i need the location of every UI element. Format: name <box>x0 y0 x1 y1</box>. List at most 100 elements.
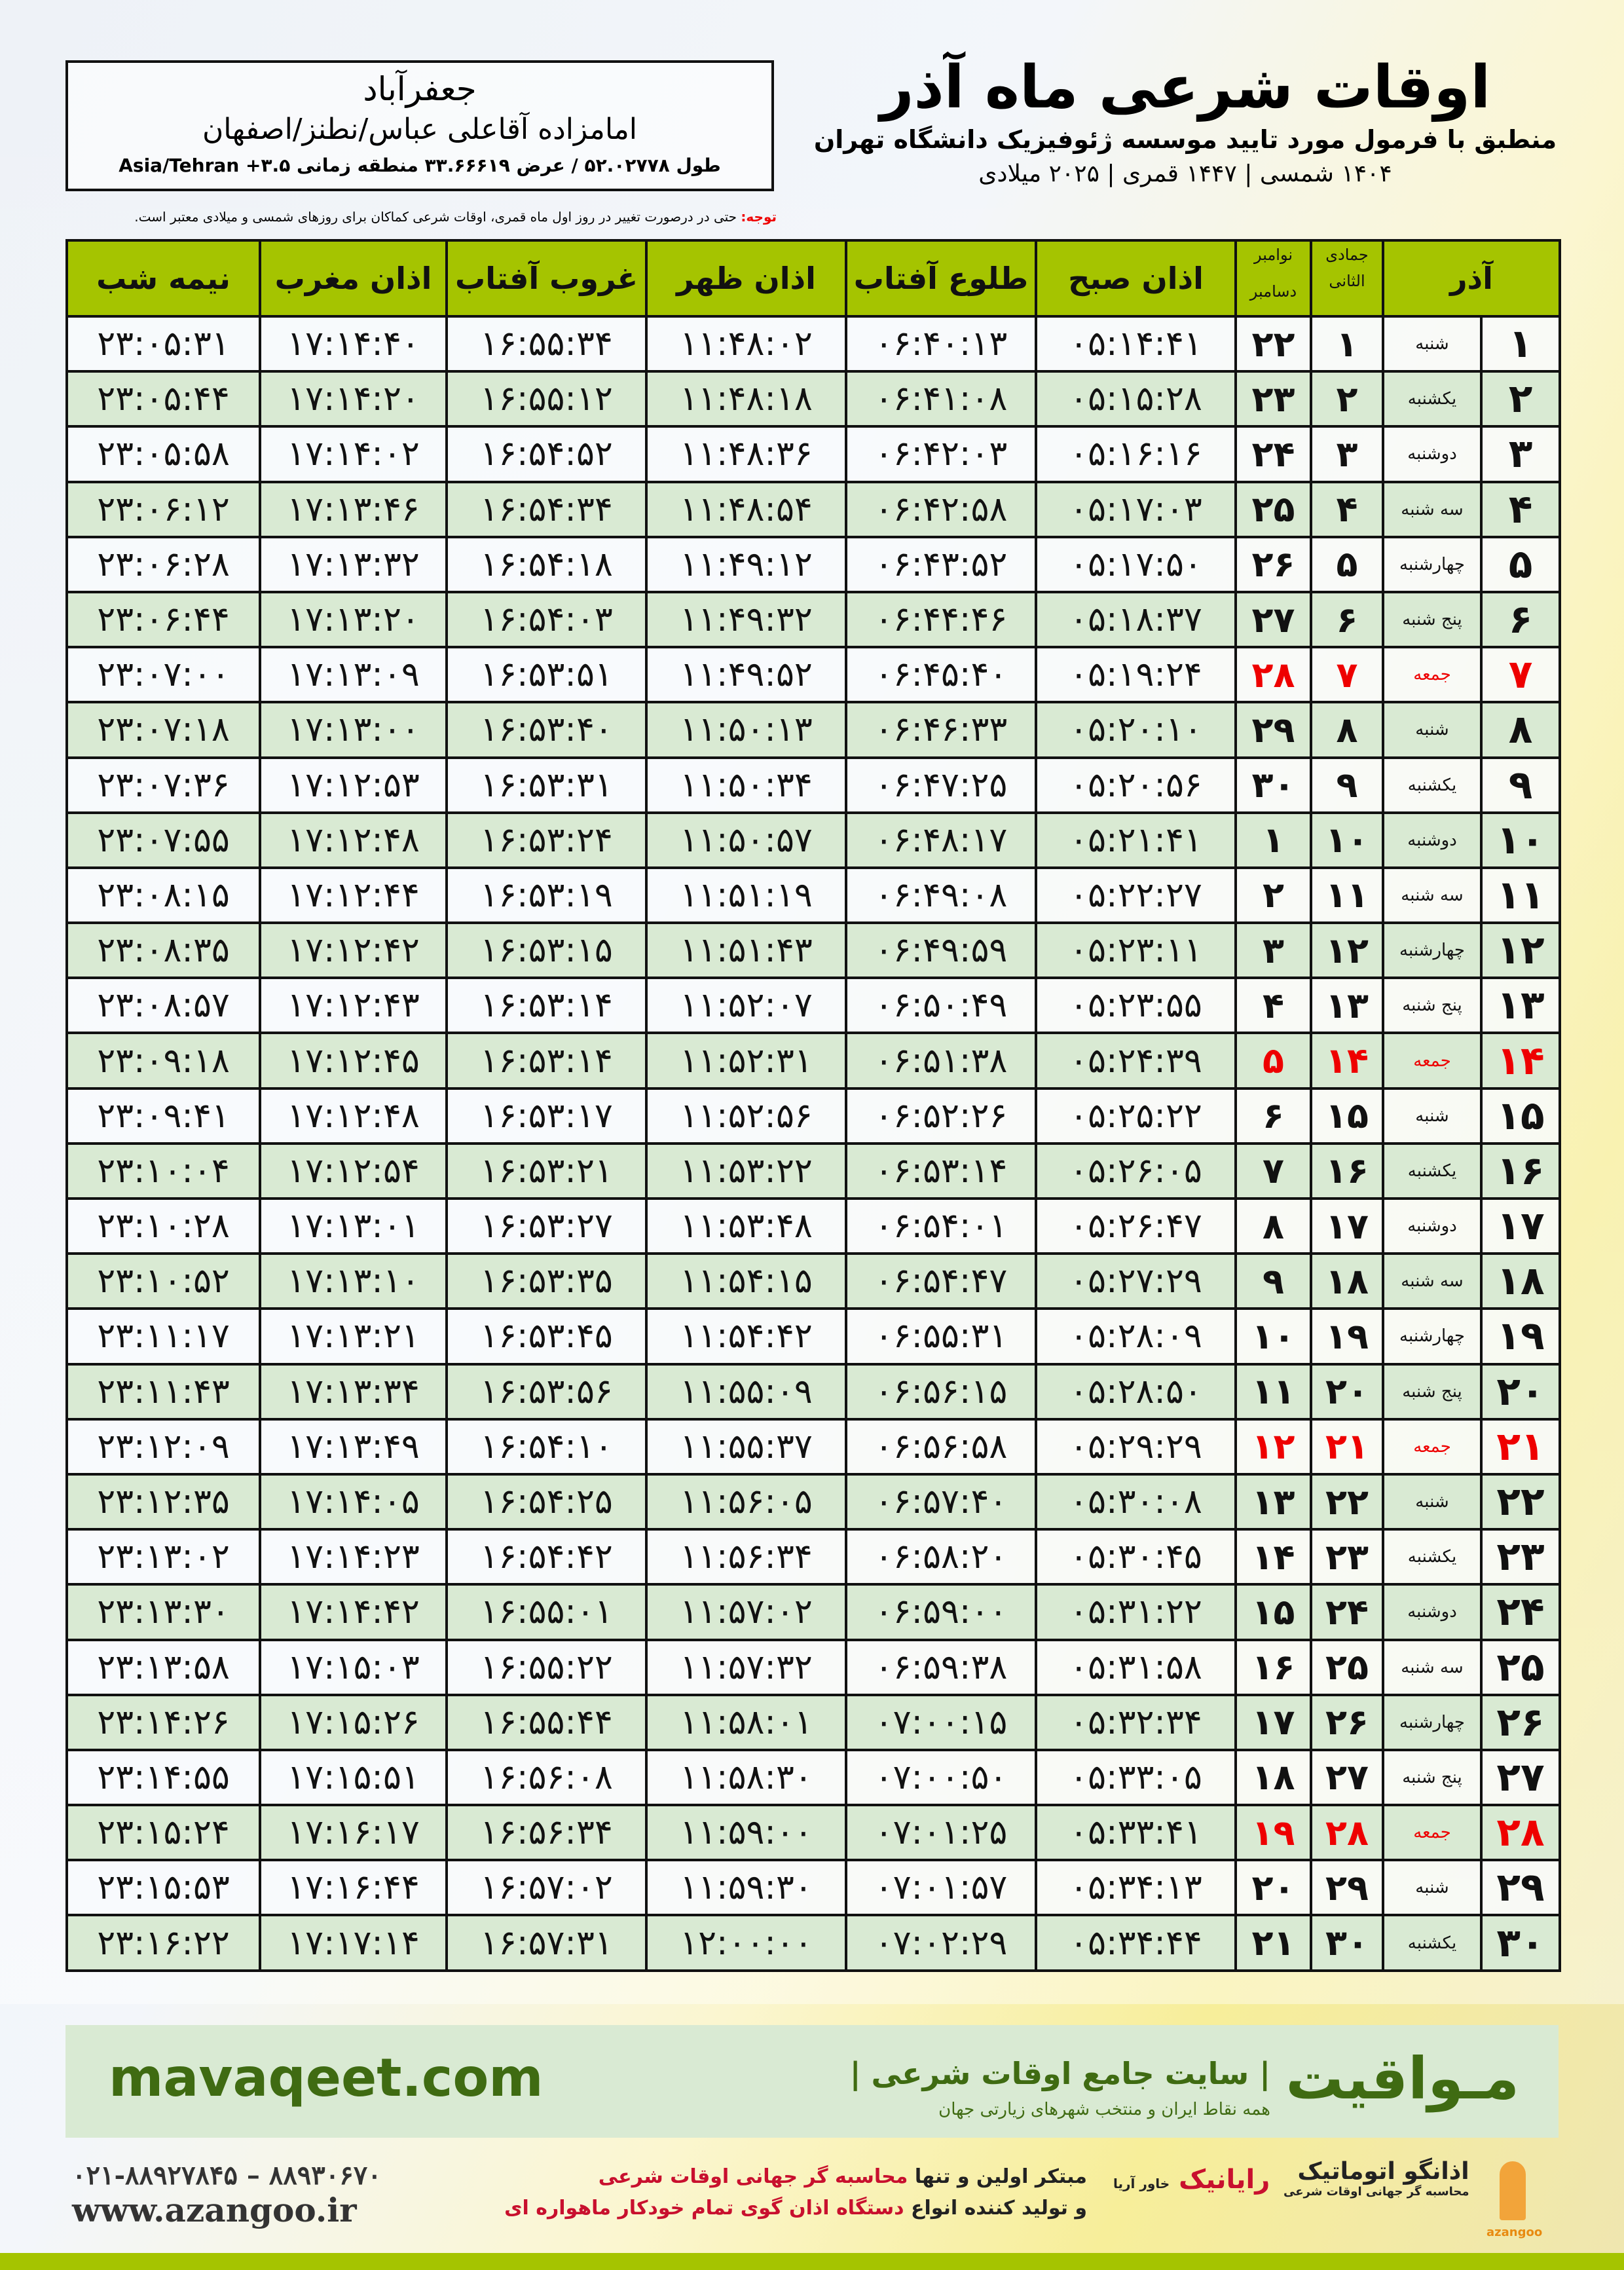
cell-sunrise: ۰۶:۴۷:۲۵ <box>845 756 1037 814</box>
cell-dhuhr: ۱۱:۵۷:۰۲ <box>645 1583 847 1641</box>
cell-hijri-day: ۷ <box>1310 646 1384 704</box>
note-label: توجه: <box>741 209 777 225</box>
cell-greg-day: ۲۱ <box>1234 1914 1312 1972</box>
cell-day: ۲۲ <box>1480 1472 1562 1531</box>
cell-greg-day: ۲۹ <box>1234 701 1312 759</box>
place-name: امامزاده آقاعلی عباس/نطنز/اصفهان <box>202 113 638 146</box>
cell-sunrise: ۰۶:۵۴:۴۷ <box>845 1252 1037 1311</box>
cell-greg-day: ۲ <box>1234 866 1312 925</box>
cell-maghrib: ۱۷:۱۳:۴۶ <box>259 480 448 538</box>
cell-fajr: ۰۵:۱۷:۰۳ <box>1035 480 1237 538</box>
cell-sunset: ۱۶:۵۷:۳۱ <box>445 1914 648 1972</box>
cell-sunset: ۱۶:۵۳:۱۷ <box>445 1087 648 1145</box>
cell-sunset: ۱۶:۵۴:۴۲ <box>445 1528 648 1586</box>
cell-hijri-day: ۱۵ <box>1310 1087 1384 1145</box>
table-row: ۳ دوشنبه ۳ ۲۴ ۰۵:۱۶:۱۶ ۰۶:۴۲:۰۳ ۱۱:۴۸:۳۶ ۱۶:۵۴:… <box>65 425 1562 483</box>
cell-maghrib: ۱۷:۱۳:۰۰ <box>259 701 448 759</box>
cell-weekday: چهارشنبه <box>1381 1693 1483 1751</box>
mavaqeet-banner: مـواقیت | سایت جامع اوقات شرعی | همه نقا… <box>65 2025 1559 2138</box>
rayanik-text: رایانیک <box>1179 2165 1270 2195</box>
cell-fajr: ۰۵:۳۰:۰۸ <box>1035 1472 1237 1531</box>
cell-fajr: ۰۵:۲۸:۰۹ <box>1035 1307 1237 1366</box>
cell-weekday: شنبه <box>1381 1472 1483 1531</box>
cell-sunrise: ۰۶:۴۹:۵۹ <box>845 921 1037 980</box>
cell-dhuhr: ۱۲:۰۰:۰۰ <box>645 1914 847 1972</box>
cell-day: ۲۱ <box>1480 1417 1562 1476</box>
rayanik-logo: رایانیک خاور آریا <box>1113 2165 1270 2195</box>
table-row: ۱۳ پنج شنبه ۱۳ ۴ ۰۵:۲۳:۵۵ ۰۶:۵۰:۴۹ ۱۱:۵۲:۰۷ ۱۶:… <box>65 977 1562 1035</box>
table-row: ۲ یکشنبه ۲ ۲۳ ۰۵:۱۵:۲۸ ۰۶:۴۱:۰۸ ۱۱:۴۸:۱۸ ۱۶:۵۵:… <box>65 370 1562 428</box>
cell-day: ۱۳ <box>1480 977 1562 1035</box>
cell-hijri-day: ۱۸ <box>1310 1252 1384 1311</box>
cell-sunset: ۱۶:۵۴:۵۲ <box>445 425 648 483</box>
slogan-1b: محاسبه گر جهانی اوقات شرعی <box>598 2165 908 2188</box>
cell-dhuhr: ۱۱:۵۰:۳۴ <box>645 756 847 814</box>
cell-fajr: ۰۵:۲۰:۱۰ <box>1035 701 1237 759</box>
cell-weekday: پنج شنبه <box>1381 1748 1483 1807</box>
cell-fajr: ۰۵:۳۱:۵۸ <box>1035 1638 1237 1696</box>
cell-hijri-day: ۲۳ <box>1310 1528 1384 1586</box>
cell-day: ۱۶ <box>1480 1142 1562 1200</box>
cell-greg-day: ۲۰ <box>1234 1859 1312 1917</box>
cell-maghrib: ۱۷:۱۲:۴۲ <box>259 921 448 980</box>
table-row: ۲۷ پنج شنبه ۲۷ ۱۸ ۰۵:۳۳:۰۵ ۰۷:۰۰:۵۰ ۱۱:۵۸:۳۰ ۱۶… <box>65 1748 1562 1807</box>
cell-fajr: ۰۵:۲۰:۵۶ <box>1035 756 1237 814</box>
cell-hijri-day: ۲۴ <box>1310 1583 1384 1641</box>
cell-midnight: ۲۳:۰۸:۵۷ <box>65 977 261 1035</box>
cell-maghrib: ۱۷:۱۲:۴۵ <box>259 1032 448 1090</box>
cell-dhuhr: ۱۱:۵۰:۱۳ <box>645 701 847 759</box>
mosque-icon <box>1500 2161 1526 2220</box>
cell-sunrise: ۰۶:۵۲:۲۶ <box>845 1087 1037 1145</box>
cell-maghrib: ۱۷:۱۲:۴۴ <box>259 866 448 925</box>
cell-weekday: دوشنبه <box>1381 1583 1483 1641</box>
cell-maghrib: ۱۷:۱۴:۴۲ <box>259 1583 448 1641</box>
cell-fajr: ۰۵:۱۹:۲۴ <box>1035 646 1237 704</box>
cell-sunrise: ۰۶:۴۹:۰۸ <box>845 866 1037 925</box>
azangoo-link[interactable]: www.azangoo.ir <box>72 2191 357 2229</box>
col-fajr: اذان صبح <box>1035 239 1237 318</box>
cell-hijri-day: ۱۳ <box>1310 977 1384 1035</box>
cell-midnight: ۲۳:۱۱:۱۷ <box>65 1307 261 1366</box>
cell-midnight: ۲۳:۱۳:۳۰ <box>65 1583 261 1641</box>
cell-day: ۳ <box>1480 425 1562 483</box>
cell-fajr: ۰۵:۳۱:۲۲ <box>1035 1583 1237 1641</box>
cell-greg-day: ۵ <box>1234 1032 1312 1090</box>
col-sunset: غروب آفتاب <box>445 239 648 318</box>
brand-tagline-2: همه نقاط ایران و منتخب شهرهای زیارتی جها… <box>938 2100 1270 2119</box>
cell-hijri-day: ۲۹ <box>1310 1859 1384 1917</box>
cell-sunrise: ۰۷:۰۰:۱۵ <box>845 1693 1037 1751</box>
slogan: مبتکر اولین و تنها محاسبه گر جهانی اوقات… <box>458 2161 1087 2224</box>
table-row: ۹ یکشنبه ۹ ۳۰ ۰۵:۲۰:۵۶ ۰۶:۴۷:۲۵ ۱۱:۵۰:۳۴ ۱۶:۵۳:… <box>65 756 1562 814</box>
cell-hijri-day: ۲۲ <box>1310 1472 1384 1531</box>
cell-fajr: ۰۵:۳۰:۴۵ <box>1035 1528 1237 1586</box>
cell-sunrise: ۰۶:۴۸:۱۷ <box>845 811 1037 869</box>
cell-greg-day: ۲۸ <box>1234 646 1312 704</box>
cell-fajr: ۰۵:۳۲:۳۴ <box>1035 1693 1237 1751</box>
cell-midnight: ۲۳:۰۹:۴۱ <box>65 1087 261 1145</box>
cell-fajr: ۰۵:۲۹:۲۹ <box>1035 1417 1237 1476</box>
cell-maghrib: ۱۷:۱۶:۴۴ <box>259 1859 448 1917</box>
cell-greg-day: ۱۷ <box>1234 1693 1312 1751</box>
cell-hijri-day: ۲۵ <box>1310 1638 1384 1696</box>
cell-midnight: ۲۳:۰۵:۳۱ <box>65 314 261 373</box>
cell-maghrib: ۱۷:۱۴:۰۲ <box>259 425 448 483</box>
bottom-bar <box>0 2253 1624 2270</box>
cell-maghrib: ۱۷:۱۴:۴۰ <box>259 314 448 373</box>
cell-sunrise: ۰۶:۴۱:۰۸ <box>845 370 1037 428</box>
website-link[interactable]: mavaqeet.com <box>109 2047 544 2108</box>
cell-weekday: سه شنبه <box>1381 866 1483 925</box>
phone-numbers: ۰۲۱-۸۸۹۲۷۸۴۵ – ۸۸۹۳۰۶۷۰ <box>72 2160 382 2191</box>
cell-greg-day: ۸ <box>1234 1197 1312 1256</box>
cell-sunrise: ۰۶:۵۳:۱۴ <box>845 1142 1037 1200</box>
cell-day: ۸ <box>1480 701 1562 759</box>
cell-dhuhr: ۱۱:۵۵:۳۷ <box>645 1417 847 1476</box>
cell-dhuhr: ۱۱:۵۳:۲۲ <box>645 1142 847 1200</box>
cell-weekday: یکشنبه <box>1381 1914 1483 1972</box>
cell-dhuhr: ۱۱:۵۰:۵۷ <box>645 811 847 869</box>
col-month: آذر <box>1381 239 1562 318</box>
city-name: جعفرآباد <box>363 70 477 108</box>
table-row: ۱۵ شنبه ۱۵ ۶ ۰۵:۲۵:۲۲ ۰۶:۵۲:۲۶ ۱۱:۵۲:۵۶ ۱۶:۵۳:۱… <box>65 1087 1562 1145</box>
cell-sunset: ۱۶:۵۴:۱۸ <box>445 535 648 593</box>
cell-dhuhr: ۱۱:۵۷:۳۲ <box>645 1638 847 1696</box>
cell-hijri-day: ۲۱ <box>1310 1417 1384 1476</box>
